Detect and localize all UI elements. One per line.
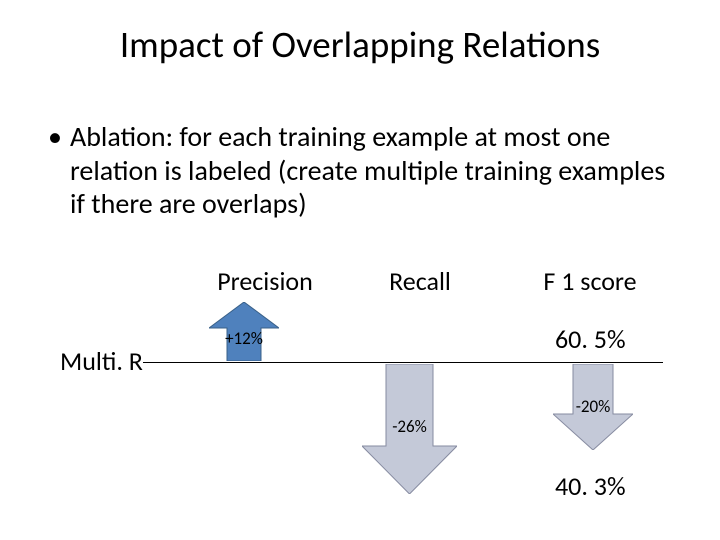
col-header-recall: Recall	[370, 265, 470, 297]
arrow-label-precision: +12%	[209, 328, 279, 349]
bullet-item: • Ablation: for each training example at…	[48, 120, 668, 221]
bullet-text: Ablation: for each training example at m…	[70, 120, 668, 221]
bullet-dot: •	[48, 120, 70, 221]
row-label-multir: Multi. R	[60, 345, 143, 377]
col-header-precision: Precision	[200, 265, 330, 297]
col-header-f1: F 1 score	[530, 265, 650, 297]
slide-title: Impact of Overlapping Relations	[0, 22, 720, 67]
baseline-line	[143, 362, 663, 363]
f1-ablation-value: 40. 3%	[555, 470, 626, 502]
f1-baseline-value: 60. 5%	[555, 323, 626, 355]
slide: Impact of Overlapping Relations • Ablati…	[0, 0, 720, 540]
arrow-label-recall: -26%	[362, 416, 457, 437]
arrow-label-f1: -20%	[553, 396, 633, 417]
